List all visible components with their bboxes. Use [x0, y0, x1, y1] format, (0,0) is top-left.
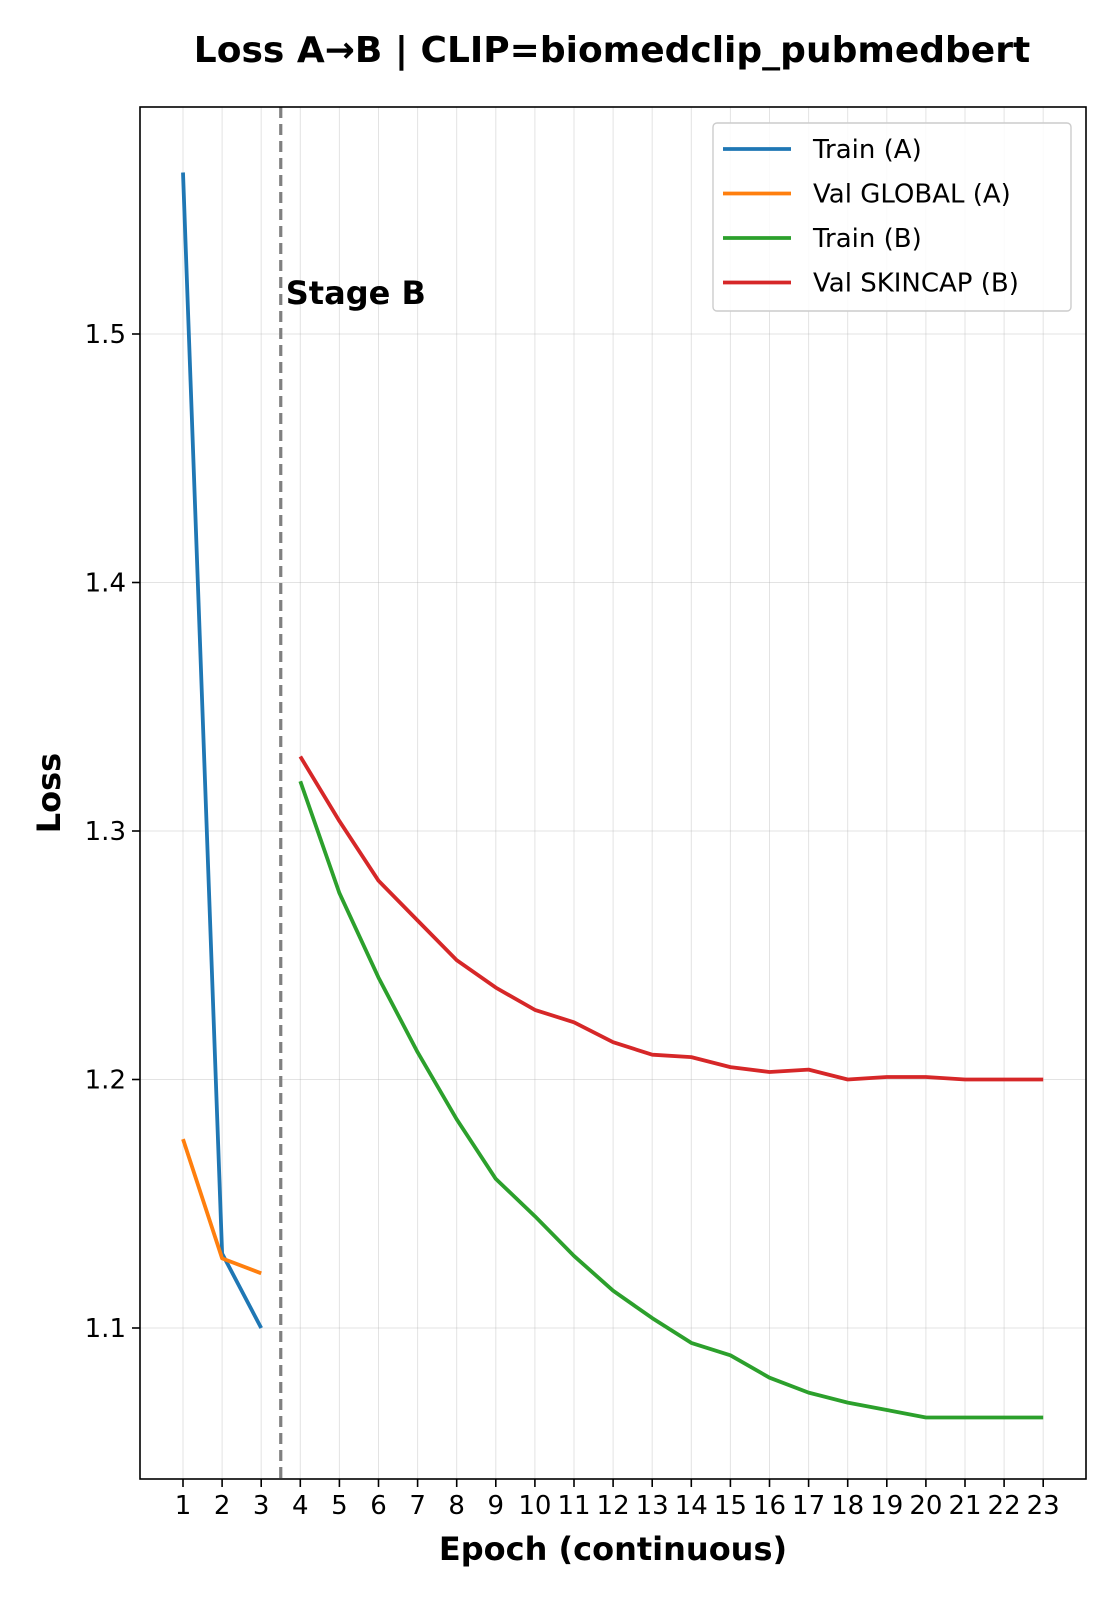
- x-tick-label: 7: [409, 1491, 426, 1521]
- x-tick-label: 15: [714, 1491, 747, 1521]
- series-line-1: [181, 1138, 262, 1276]
- grid: [140, 107, 1086, 1479]
- x-tick-label: 10: [518, 1491, 551, 1521]
- legend-entry: Val SKINCAP (B): [813, 269, 1019, 299]
- y-tick-label: 1.5: [85, 320, 126, 350]
- x-tick-label: 22: [988, 1491, 1021, 1521]
- legend-entry: Val GLOBAL (A): [813, 180, 1011, 210]
- x-tick-label: 18: [831, 1491, 864, 1521]
- x-tick-label: 12: [597, 1491, 630, 1521]
- x-tick-label: 14: [675, 1491, 708, 1521]
- x-tick-label: 3: [253, 1491, 270, 1521]
- x-tick-label: 6: [370, 1491, 387, 1521]
- x-tick-label: 13: [636, 1491, 669, 1521]
- x-tick-label: 8: [448, 1491, 465, 1521]
- y-axis-label: Loss: [30, 753, 68, 833]
- x-tick-label: 9: [488, 1491, 505, 1521]
- legend-box: [712, 122, 1072, 312]
- y-ticks: 1.1 1.2 1.3 1.4 1.5: [85, 320, 140, 1344]
- x-tick-label: 23: [1027, 1491, 1060, 1521]
- x-tick-label: 5: [331, 1491, 348, 1521]
- chart-title: Loss A→B | CLIP=biomedclip_pubmedbert: [194, 30, 1030, 71]
- x-tick-label: 4: [292, 1491, 309, 1521]
- x-ticks: 1 2 3 4 5 6 7 8 9 10 11 12 13 14 15 16 17 18 19 20 21 22 23: [175, 1479, 1060, 1521]
- stage-divider: Stage B: [279, 107, 426, 1479]
- legend: Train (A) Val GLOBAL (A) Train (B) Val SKIN…: [712, 122, 1072, 312]
- y-tick-label: 1.1: [85, 1314, 126, 1344]
- legend-entry: Train (A): [812, 135, 922, 165]
- series-line-3: [298, 755, 1044, 1082]
- x-tick-label: 20: [909, 1491, 942, 1521]
- x-tick-label: 2: [214, 1491, 231, 1521]
- x-tick-label: 11: [557, 1491, 590, 1521]
- x-axis-label: Epoch (continuous): [439, 1530, 787, 1568]
- legend-entry: Train (B): [812, 224, 922, 254]
- x-tick-label: 16: [753, 1491, 786, 1521]
- series-layer: [181, 172, 1044, 1420]
- y-tick-label: 1.3: [85, 817, 126, 847]
- series-line-2: [298, 780, 1044, 1420]
- x-tick-label: 1: [175, 1491, 192, 1521]
- x-tick-label: 17: [792, 1491, 825, 1521]
- x-tick-label: 21: [948, 1491, 981, 1521]
- stage-b-label: Stage B: [286, 274, 426, 312]
- y-tick-label: 1.2: [85, 1066, 126, 1096]
- y-tick-label: 1.4: [85, 569, 126, 599]
- x-tick-label: 19: [870, 1491, 903, 1521]
